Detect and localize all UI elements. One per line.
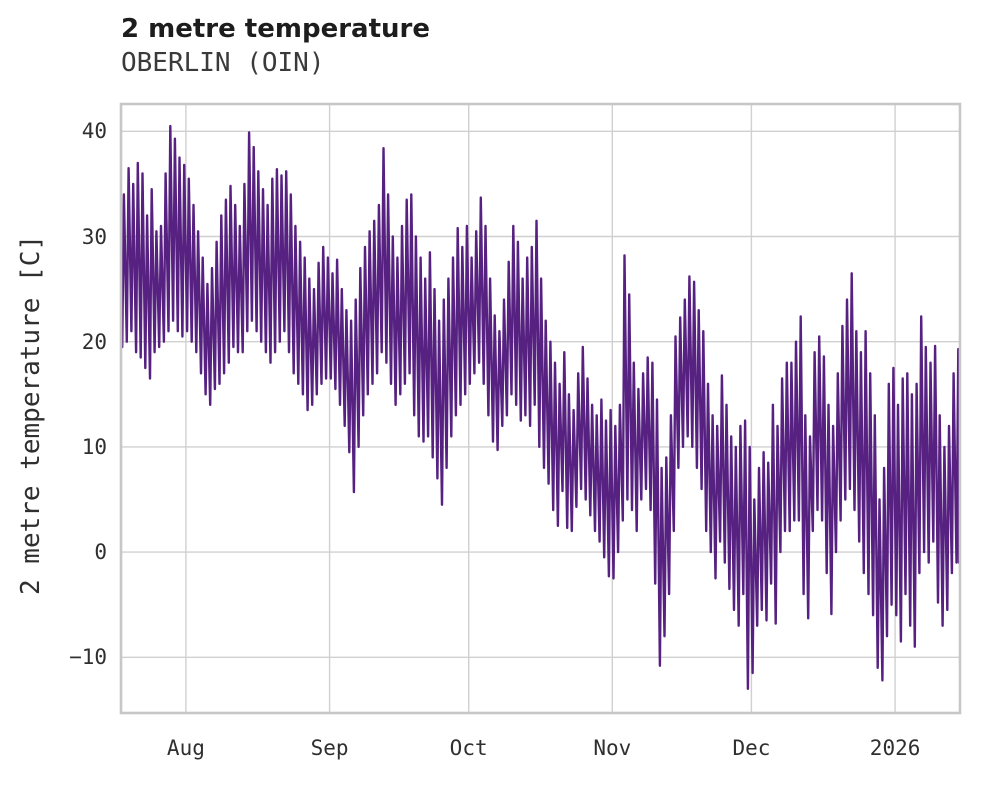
y-tick-label: 40 (81, 119, 107, 144)
x-tick-label: Aug (166, 736, 205, 760)
y-tick-label: 10 (81, 434, 107, 459)
chart-title: 2 metre temperature (121, 14, 430, 44)
plot-frame (119, 102, 962, 715)
y-tick-label: 0 (94, 540, 107, 565)
temperature-series-line (121, 124, 961, 690)
x-tick-label: Oct (449, 736, 488, 760)
x-tick-label: Sep (310, 736, 349, 760)
x-tick-label: Nov (593, 736, 632, 760)
y-tick-label: 20 (81, 329, 107, 354)
y-tick-label: 30 (81, 224, 107, 249)
x-tick-label: 2026 (869, 736, 921, 760)
y-tick-label: −10 (69, 645, 107, 670)
chart-subtitle: OBERLIN (OIN) (121, 48, 325, 78)
x-tick-label: Dec (732, 736, 771, 760)
